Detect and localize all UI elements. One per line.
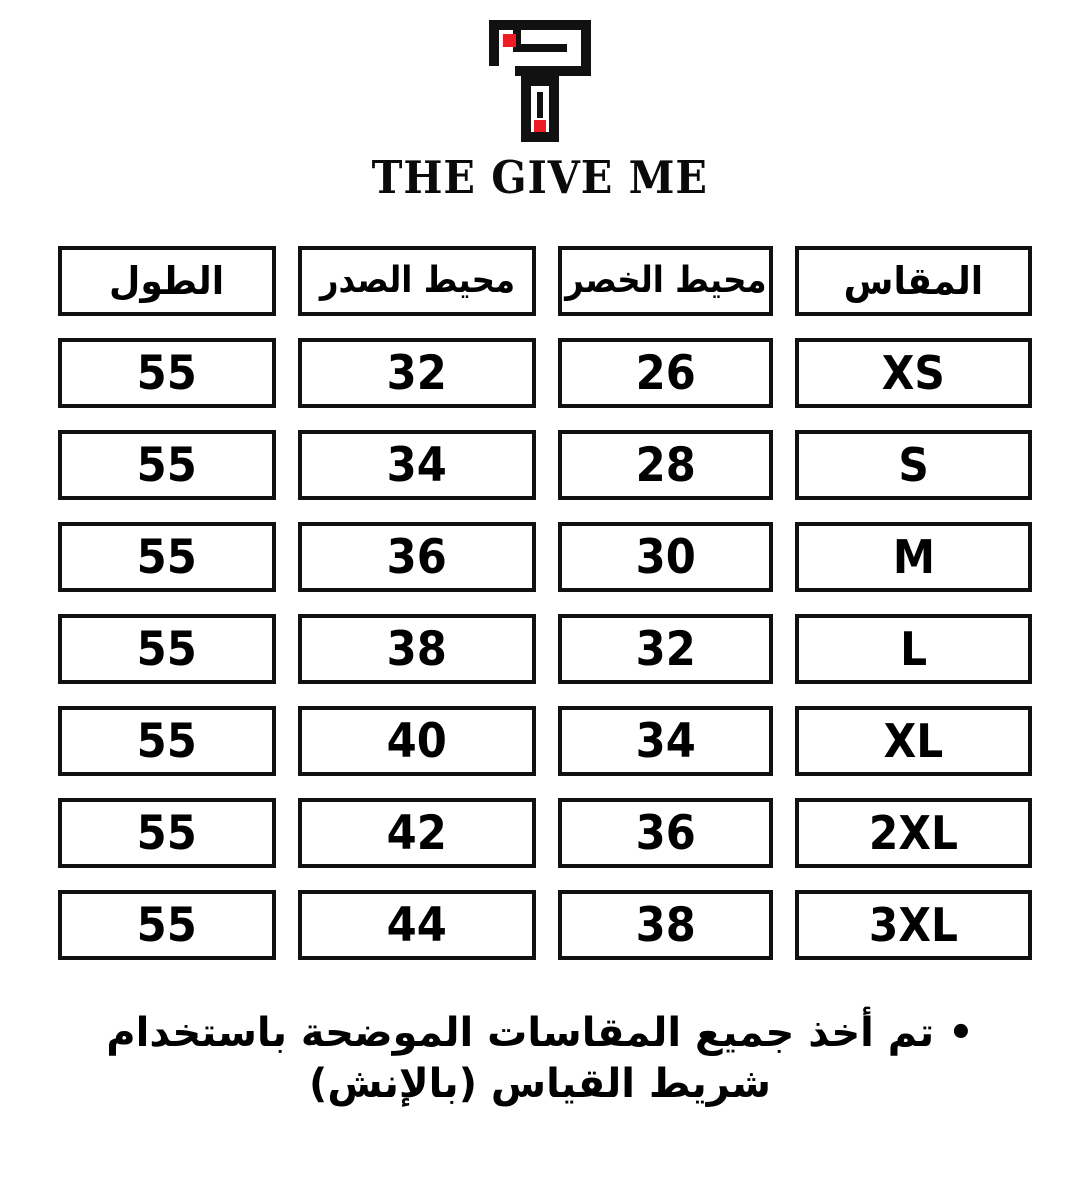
value-waist: 28 (635, 437, 696, 493)
cell-size: M (795, 522, 1032, 592)
value-chest: 38 (386, 621, 448, 677)
value-length: 55 (136, 437, 198, 493)
header-label-length: الطول (109, 259, 225, 303)
cell-length: 55 (58, 890, 276, 960)
header-cell-length: الطول (58, 246, 276, 316)
value-waist: 38 (635, 897, 696, 953)
table-row: XL 34 40 55 (32, 706, 1032, 776)
value-chest: 32 (386, 345, 448, 401)
table-row: S 28 34 55 (32, 430, 1032, 500)
cell-size: 2XL (795, 798, 1032, 868)
value-size: M (892, 530, 935, 584)
cell-chest: 34 (298, 430, 536, 500)
header-cell-waist: محيط الخصر (558, 246, 773, 316)
cell-length: 55 (58, 430, 276, 500)
cell-size: L (795, 614, 1032, 684)
cell-chest: 42 (298, 798, 536, 868)
maze-t-logo-icon (489, 20, 591, 142)
header-cell-size: المقاس (795, 246, 1032, 316)
cell-chest: 38 (298, 614, 536, 684)
value-chest: 42 (386, 805, 448, 861)
value-length: 55 (136, 621, 198, 677)
header-label-waist: محيط الخصر (564, 260, 767, 301)
cell-size: S (795, 430, 1032, 500)
cell-waist: 28 (558, 430, 773, 500)
cell-waist: 32 (558, 614, 773, 684)
measurement-note: • تم أخذ جميع المقاسات الموضحة باستخدام … (0, 1008, 1080, 1110)
cell-waist: 30 (558, 522, 773, 592)
cell-waist: 36 (558, 798, 773, 868)
cell-waist: 26 (558, 338, 773, 408)
measurement-note-line-1: • تم أخذ جميع المقاسات الموضحة باستخدام (106, 1010, 974, 1056)
table-row: L 32 38 55 (32, 614, 1032, 684)
value-length: 55 (136, 529, 198, 585)
value-waist: 34 (635, 713, 696, 769)
value-chest: 36 (386, 529, 448, 585)
value-size: S (898, 438, 929, 492)
cell-size: XS (795, 338, 1032, 408)
value-waist: 36 (635, 805, 696, 861)
value-length: 55 (136, 345, 198, 401)
header-label-chest: محيط الصدر (319, 260, 515, 301)
brand-header: THE GIVE ME (0, 0, 1080, 200)
cell-length: 55 (58, 798, 276, 868)
cell-chest: 44 (298, 890, 536, 960)
value-chest: 40 (386, 713, 448, 769)
value-waist: 30 (635, 529, 696, 585)
value-waist: 32 (635, 621, 696, 677)
value-size: 3XL (868, 898, 959, 952)
value-size: 2XL (868, 806, 959, 860)
header-cell-chest: محيط الصدر (298, 246, 536, 316)
value-chest: 34 (386, 437, 448, 493)
header-label-size: المقاس (843, 259, 984, 303)
cell-chest: 40 (298, 706, 536, 776)
cell-waist: 38 (558, 890, 773, 960)
cell-size: XL (795, 706, 1032, 776)
value-length: 55 (136, 713, 198, 769)
value-size: L (900, 622, 927, 676)
value-waist: 26 (635, 345, 696, 401)
value-size: XL (883, 714, 944, 768)
size-chart-table: المقاس محيط الخصر محيط الصدر الطول XS 26… (32, 246, 1032, 960)
cell-length: 55 (58, 614, 276, 684)
brand-wordmark: THE GIVE ME (371, 151, 709, 204)
value-length: 55 (136, 897, 198, 953)
cell-waist: 34 (558, 706, 773, 776)
table-row: XS 26 32 55 (32, 338, 1032, 408)
table-header-row: المقاس محيط الخصر محيط الصدر الطول (32, 246, 1032, 316)
cell-chest: 36 (298, 522, 536, 592)
cell-length: 55 (58, 522, 276, 592)
cell-length: 55 (58, 706, 276, 776)
cell-size: 3XL (795, 890, 1032, 960)
table-row: M 30 36 55 (32, 522, 1032, 592)
measurement-note-line-2: شريط القياس (بالإنش) (309, 1061, 771, 1108)
cell-length: 55 (58, 338, 276, 408)
value-length: 55 (136, 805, 198, 861)
value-chest: 44 (386, 897, 448, 953)
table-row: 3XL 38 44 55 (32, 890, 1032, 960)
value-size: XS (881, 346, 946, 400)
cell-chest: 32 (298, 338, 536, 408)
table-row: 2XL 36 42 55 (32, 798, 1032, 868)
